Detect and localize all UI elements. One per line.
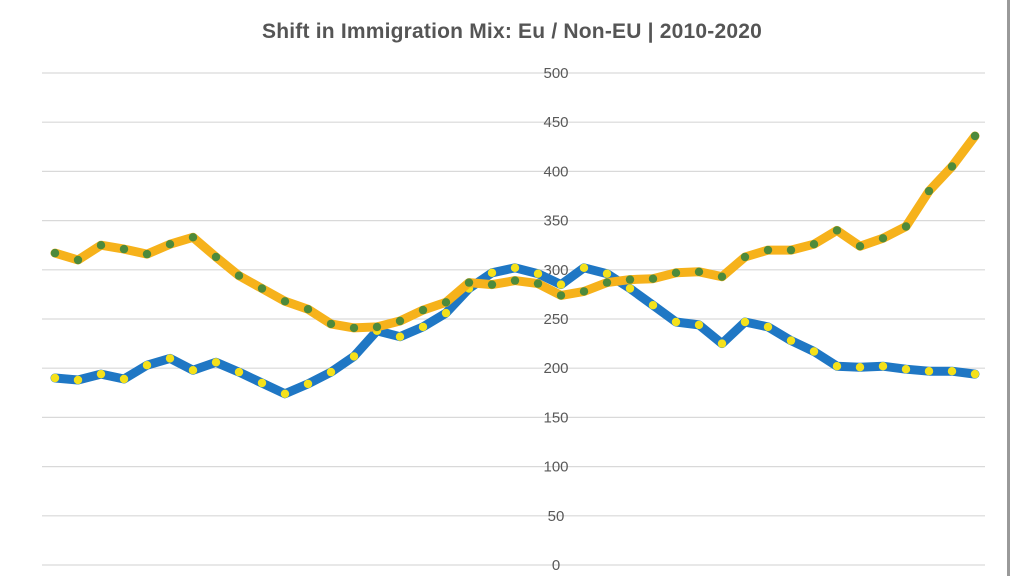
data-point bbox=[970, 131, 980, 141]
data-point bbox=[579, 287, 589, 296]
data-point bbox=[786, 336, 796, 345]
chart-title: Shift in Immigration Mix: Eu / Non-EU | … bbox=[262, 20, 762, 43]
data-point bbox=[694, 267, 704, 276]
data-point bbox=[119, 244, 129, 254]
data-point bbox=[602, 269, 612, 278]
data-point bbox=[188, 233, 198, 242]
data-point bbox=[510, 276, 520, 285]
data-point bbox=[556, 291, 566, 300]
data-point bbox=[763, 245, 773, 255]
data-point bbox=[740, 317, 750, 327]
data-point bbox=[717, 339, 727, 348]
data-point bbox=[96, 369, 106, 379]
y-tick-label: 100 bbox=[543, 459, 568, 476]
data-point bbox=[50, 373, 60, 383]
data-point bbox=[165, 354, 175, 363]
chart-border bbox=[1007, 0, 1010, 576]
y-tick-label: 0 bbox=[552, 557, 560, 574]
data-point bbox=[257, 284, 267, 293]
data-point bbox=[234, 271, 244, 280]
data-point bbox=[878, 234, 888, 243]
data-point bbox=[418, 322, 428, 332]
data-point bbox=[556, 280, 566, 289]
data-point bbox=[303, 379, 313, 389]
data-point bbox=[73, 375, 83, 385]
y-tick-label: 500 bbox=[543, 65, 568, 82]
data-point bbox=[487, 280, 497, 289]
data-point bbox=[671, 268, 681, 277]
y-tick-label: 350 bbox=[543, 213, 568, 230]
y-tick-label: 150 bbox=[543, 409, 568, 426]
data-point bbox=[510, 263, 520, 272]
gridlines bbox=[42, 72, 985, 566]
data-point bbox=[924, 367, 934, 376]
data-point bbox=[855, 363, 865, 372]
data-point bbox=[809, 240, 819, 249]
data-point bbox=[579, 263, 589, 272]
y-tick-label: 400 bbox=[543, 163, 568, 180]
data-point bbox=[257, 378, 267, 388]
data-point bbox=[50, 248, 60, 258]
data-point bbox=[303, 305, 313, 314]
data-point bbox=[717, 272, 727, 281]
data-point bbox=[326, 319, 336, 329]
series-2 bbox=[50, 131, 980, 333]
data-point bbox=[671, 317, 681, 327]
series-line bbox=[50, 263, 980, 399]
data-point bbox=[119, 374, 129, 384]
data-point bbox=[901, 365, 911, 374]
data-point bbox=[947, 162, 957, 171]
data-point bbox=[349, 323, 359, 333]
data-point bbox=[533, 269, 543, 278]
data-point bbox=[188, 366, 198, 375]
data-point bbox=[211, 252, 221, 262]
y-tick-label: 200 bbox=[543, 360, 568, 377]
data-point bbox=[763, 322, 773, 332]
data-point bbox=[947, 367, 957, 376]
data-point bbox=[970, 369, 980, 379]
y-tick-label: 450 bbox=[543, 114, 568, 131]
data-point bbox=[372, 322, 382, 332]
data-point bbox=[832, 226, 842, 235]
data-point bbox=[280, 297, 290, 306]
data-point bbox=[280, 389, 290, 398]
data-point bbox=[878, 362, 888, 371]
data-point bbox=[441, 308, 451, 318]
data-point bbox=[533, 279, 543, 288]
data-point bbox=[740, 252, 750, 262]
data-point bbox=[901, 222, 911, 231]
data-point bbox=[464, 278, 474, 287]
data-point bbox=[441, 298, 451, 307]
data-point bbox=[786, 245, 796, 255]
y-tick-label: 250 bbox=[543, 311, 568, 328]
data-point bbox=[487, 268, 497, 277]
data-point bbox=[648, 274, 658, 283]
data-point bbox=[349, 352, 359, 361]
data-point bbox=[648, 301, 658, 310]
data-point bbox=[142, 249, 152, 259]
data-point bbox=[832, 362, 842, 371]
data-point bbox=[418, 305, 428, 315]
data-point bbox=[326, 367, 336, 377]
data-point bbox=[855, 242, 865, 251]
data-point bbox=[694, 320, 704, 330]
data-point bbox=[602, 278, 612, 287]
series-1 bbox=[50, 263, 980, 399]
data-point bbox=[234, 367, 244, 377]
data-point bbox=[142, 361, 152, 370]
data-point bbox=[96, 241, 106, 250]
data-point bbox=[924, 186, 934, 196]
data-point bbox=[73, 255, 83, 265]
data-point bbox=[395, 332, 405, 341]
data-point bbox=[211, 358, 221, 367]
y-tick-label: 50 bbox=[548, 508, 565, 525]
data-point bbox=[625, 284, 635, 293]
data-point bbox=[395, 316, 405, 326]
data-point bbox=[809, 347, 819, 356]
data-point bbox=[625, 275, 635, 284]
data-point bbox=[165, 240, 175, 249]
